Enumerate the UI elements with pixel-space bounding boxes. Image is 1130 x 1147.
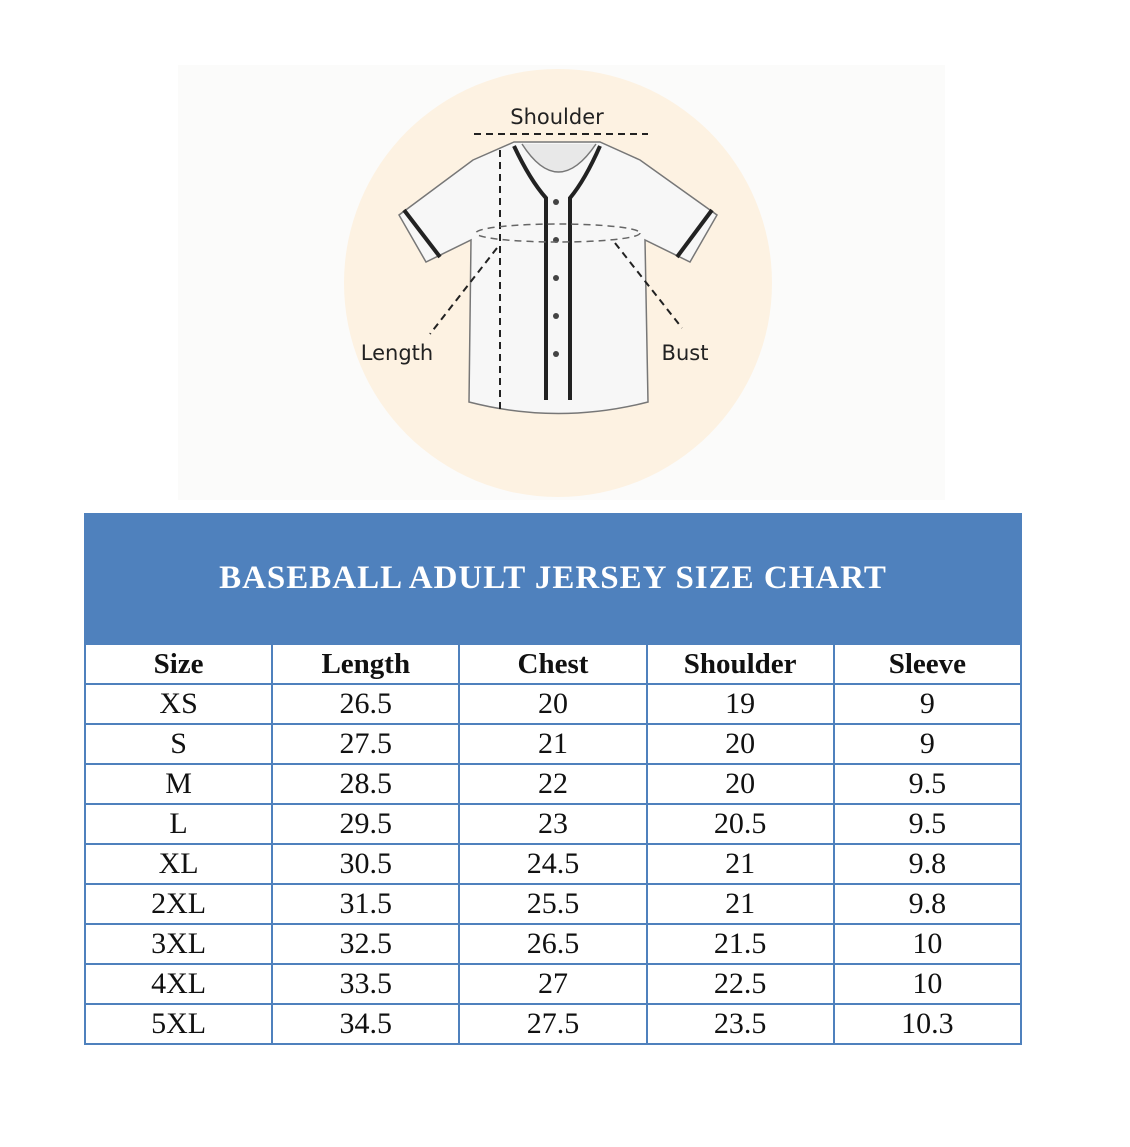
cell-size: 3XL [83, 923, 274, 965]
cell-chest: 26.5 [458, 923, 648, 965]
table-row: XS 26.5 20 19 9 [83, 683, 1023, 725]
column-header-shoulder: Shoulder [645, 643, 835, 685]
cell-length: 29.5 [271, 803, 461, 845]
column-header-chest: Chest [458, 643, 648, 685]
cell-chest: 24.5 [458, 843, 648, 885]
cell-length: 33.5 [271, 963, 461, 1005]
cell-shoulder: 21 [645, 883, 835, 925]
cell-size: L [83, 803, 274, 845]
cell-length: 34.5 [271, 1003, 461, 1045]
jersey-measurement-illustration: Shoulder Length Bust [178, 65, 945, 500]
cell-sleeve: 10.3 [832, 1003, 1023, 1045]
size-chart: BASEBALL ADULT JERSEY SIZE CHART Size Len… [83, 513, 1023, 1045]
bust-label: Bust [662, 341, 709, 365]
length-label: Length [361, 341, 433, 365]
cell-chest: 23 [458, 803, 648, 845]
cell-length: 28.5 [271, 763, 461, 805]
cell-length: 26.5 [271, 683, 461, 725]
cell-length: 31.5 [271, 883, 461, 925]
table-row: 4XL 33.5 27 22.5 10 [83, 963, 1023, 1005]
cell-shoulder: 20 [645, 723, 835, 765]
cell-shoulder: 21 [645, 843, 835, 885]
cell-sleeve: 9.5 [832, 763, 1023, 805]
cell-chest: 20 [458, 683, 648, 725]
cell-shoulder: 20.5 [645, 803, 835, 845]
size-table: Size Length Chest Shoulder Sleeve XS 26.5 20 19… [83, 643, 1023, 1045]
cell-sleeve: 9.5 [832, 803, 1023, 845]
cell-size: S [83, 723, 274, 765]
chart-title: BASEBALL ADULT JERSEY SIZE CHART [84, 513, 1022, 643]
cell-shoulder: 21.5 [645, 923, 835, 965]
cell-chest: 27 [458, 963, 648, 1005]
cell-sleeve: 9 [832, 683, 1023, 725]
cell-chest: 21 [458, 723, 648, 765]
cell-shoulder: 19 [645, 683, 835, 725]
table-row: 5XL 34.5 27.5 23.5 10.3 [83, 1003, 1023, 1045]
measure-lines [429, 133, 683, 412]
cell-length: 32.5 [271, 923, 461, 965]
cell-size: XS [83, 683, 274, 725]
cell-shoulder: 23.5 [645, 1003, 835, 1045]
table-row: XL 30.5 24.5 21 9.8 [83, 843, 1023, 885]
cell-chest: 22 [458, 763, 648, 805]
cell-size: 5XL [83, 1003, 274, 1045]
table-row: 2XL 31.5 25.5 21 9.8 [83, 883, 1023, 925]
cell-shoulder: 22.5 [645, 963, 835, 1005]
jersey-trim [402, 145, 714, 400]
column-header-sleeve: Sleeve [832, 643, 1023, 685]
cell-length: 30.5 [271, 843, 461, 885]
column-header-length: Length [271, 643, 461, 685]
table-row: L 29.5 23 20.5 9.5 [83, 803, 1023, 845]
cell-sleeve: 9.8 [832, 883, 1023, 925]
cell-size: 2XL [83, 883, 274, 925]
header-row: Size Length Chest Shoulder Sleeve [83, 643, 1023, 685]
shoulder-label: Shoulder [510, 105, 604, 129]
table-row: M 28.5 22 20 9.5 [83, 763, 1023, 805]
cell-sleeve: 10 [832, 923, 1023, 965]
cell-chest: 27.5 [458, 1003, 648, 1045]
cell-chest: 25.5 [458, 883, 648, 925]
cell-size: XL [83, 843, 274, 885]
cell-sleeve: 9 [832, 723, 1023, 765]
jersey-diagram: Shoulder Length Bust [344, 69, 772, 497]
cell-size: 4XL [83, 963, 274, 1005]
cell-sleeve: 9.8 [832, 843, 1023, 885]
table-row: S 27.5 21 20 9 [83, 723, 1023, 765]
table-row: 3XL 32.5 26.5 21.5 10 [83, 923, 1023, 965]
cell-length: 27.5 [271, 723, 461, 765]
cell-shoulder: 20 [645, 763, 835, 805]
column-header-size: Size [83, 643, 274, 685]
cell-size: M [83, 763, 274, 805]
cell-sleeve: 10 [832, 963, 1023, 1005]
